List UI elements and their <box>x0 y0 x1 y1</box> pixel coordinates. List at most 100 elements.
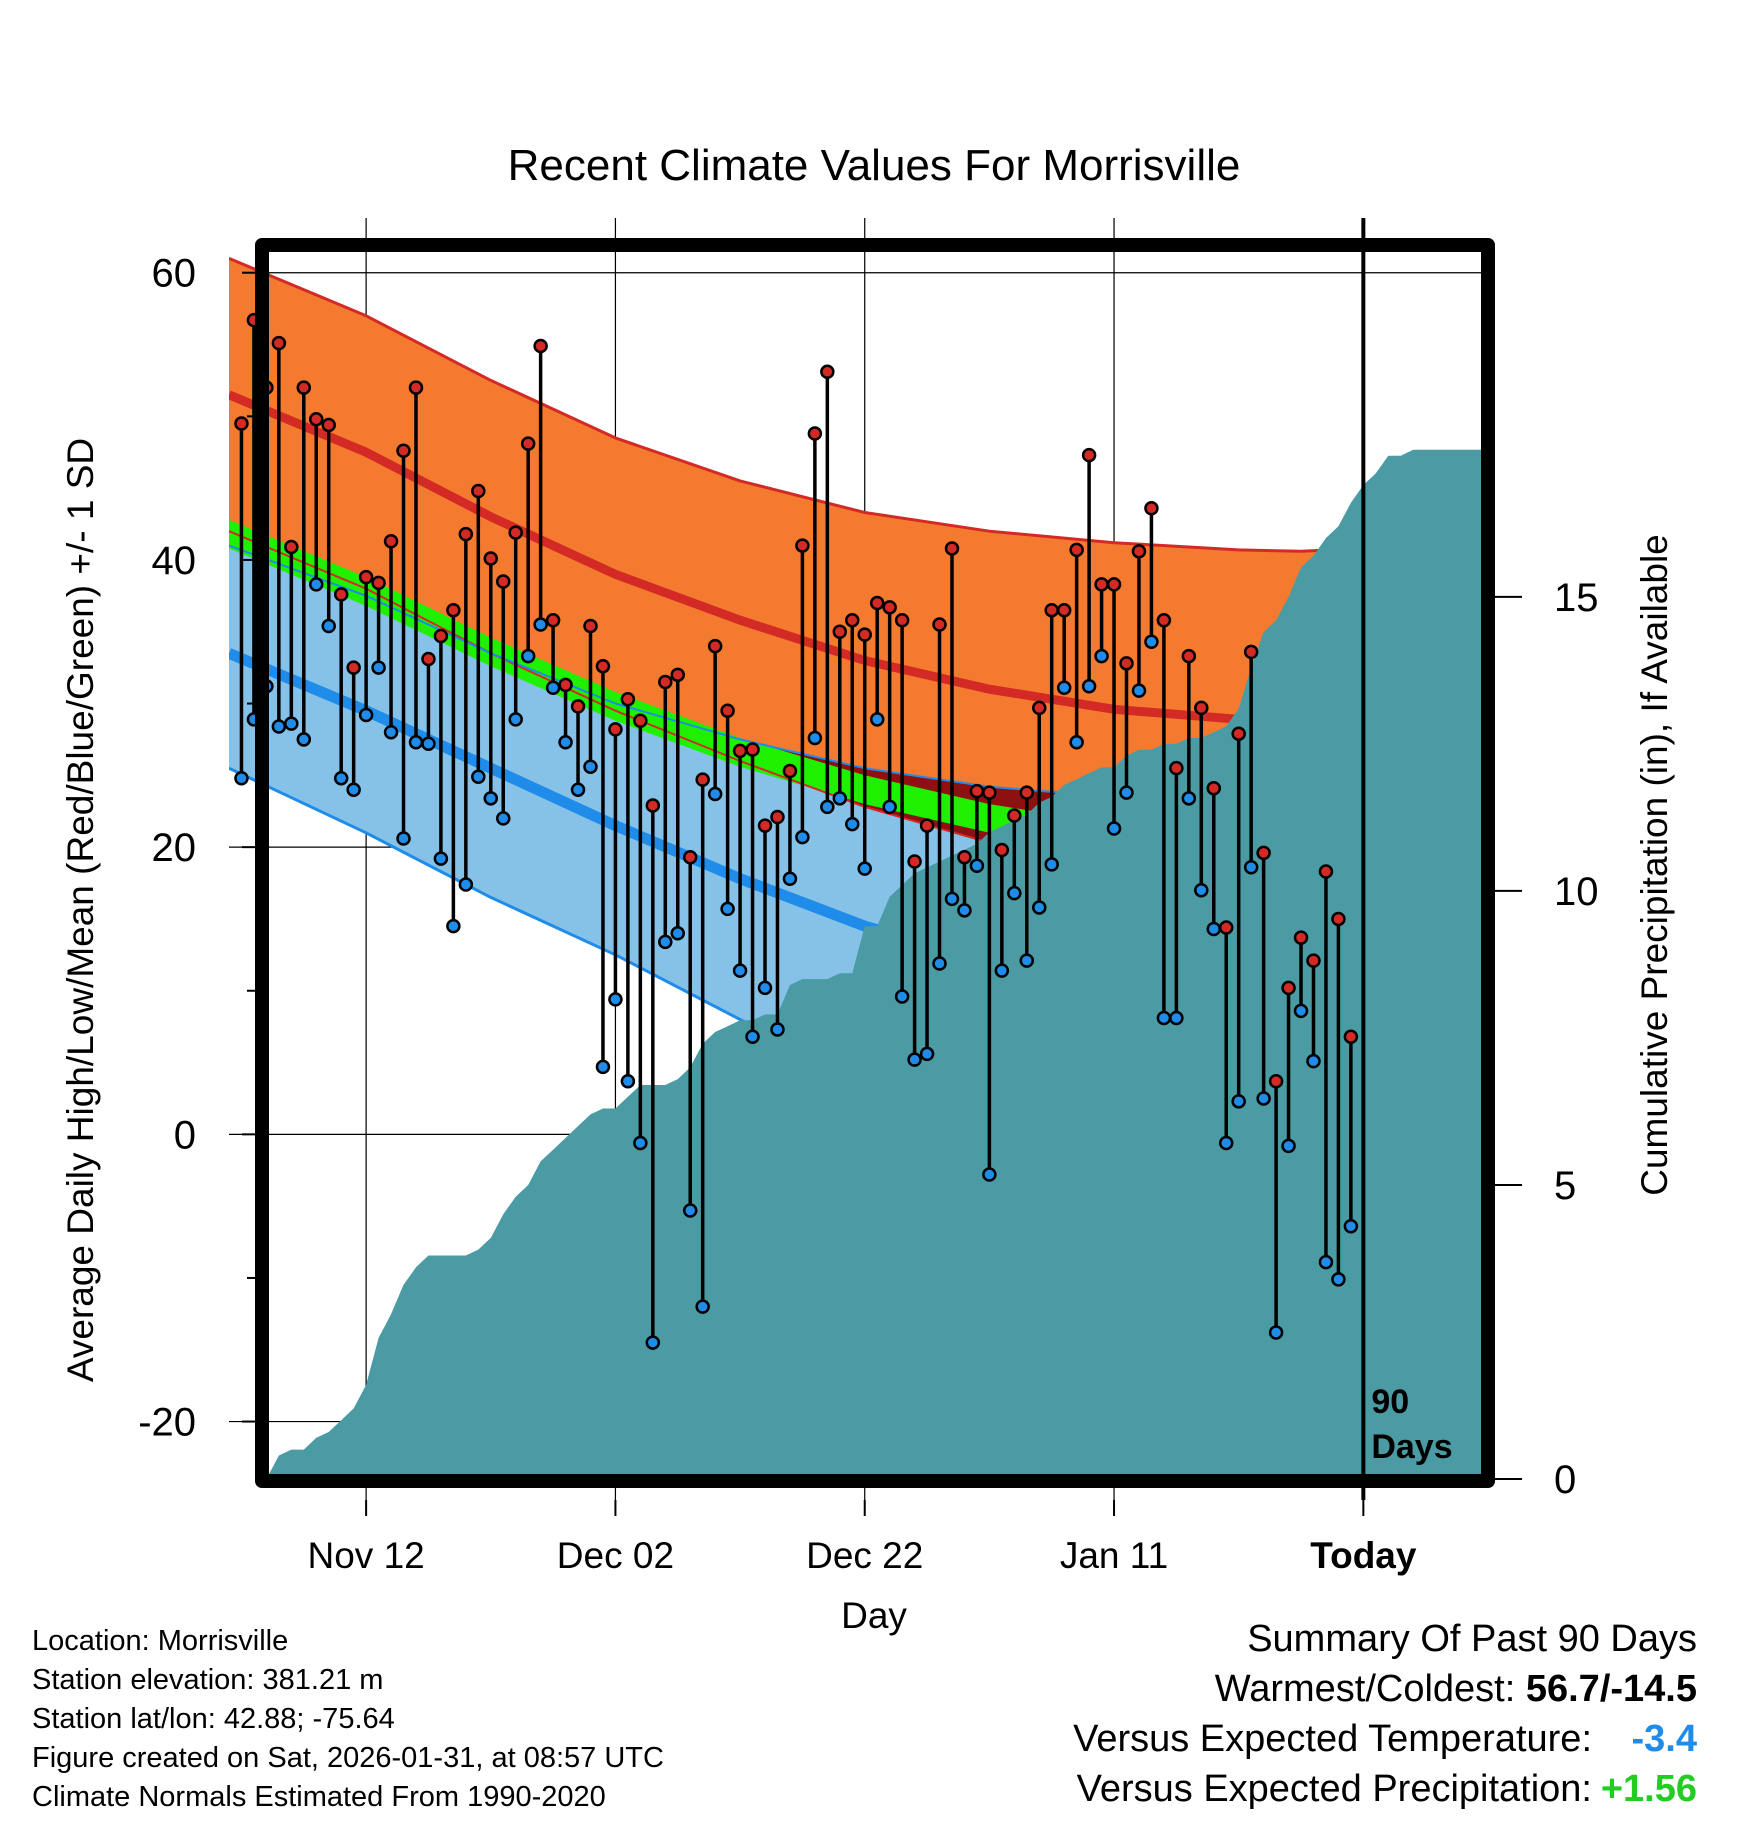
high-point <box>969 783 985 799</box>
x-tick-label: Jan 11 <box>1060 1535 1168 1576</box>
low-point <box>1306 1053 1321 1069</box>
high-point <box>695 772 710 787</box>
high-point <box>1119 656 1134 671</box>
high-point <box>1156 612 1172 628</box>
low-point <box>932 956 947 971</box>
low-point <box>1206 921 1222 937</box>
low-point <box>882 799 897 815</box>
low-point <box>1081 679 1097 694</box>
low-point <box>757 980 773 996</box>
low-point <box>732 963 748 978</box>
info-latlon: Station lat/lon: 42.88; -75.64 <box>32 1703 395 1735</box>
x-tick-label: Dec 02 <box>557 1535 674 1576</box>
low-point <box>782 871 798 886</box>
high-point <box>1218 920 1234 935</box>
low-point <box>284 716 299 731</box>
high-point <box>757 818 773 833</box>
low-point <box>1343 1219 1359 1234</box>
low-point <box>545 680 561 695</box>
high-point <box>707 638 723 654</box>
low-point <box>907 1052 922 1067</box>
high-point <box>957 849 972 865</box>
high-point <box>471 483 486 499</box>
summary-temp: Versus Expected Temperature: -3.4 <box>1073 1714 1697 1764</box>
low-point <box>396 831 411 846</box>
summary-panel: Summary Of Past 90 Days Warmest/Coldest:… <box>1073 1614 1697 1814</box>
high-point <box>1031 700 1047 716</box>
low-point <box>595 1059 611 1075</box>
low-point <box>321 618 336 634</box>
low-point <box>919 1046 935 1062</box>
high-point <box>682 849 698 865</box>
high-point <box>869 595 885 611</box>
low-point <box>558 735 573 750</box>
warm-cold-value: 56.7/-14.5 <box>1525 1668 1697 1710</box>
y-tick-label: 0 <box>174 1113 196 1157</box>
low-point <box>358 707 374 723</box>
high-point <box>1181 648 1197 664</box>
low-point <box>471 769 486 785</box>
high-point <box>770 809 785 825</box>
low-point <box>458 877 474 892</box>
station-info: Location: Morrisville Station elevation:… <box>32 1622 664 1817</box>
low-point <box>795 829 810 845</box>
low-point <box>1144 634 1159 650</box>
high-point <box>383 534 399 549</box>
low-point <box>533 617 548 632</box>
low-point <box>1131 683 1147 698</box>
low-point <box>1119 785 1134 800</box>
high-point <box>645 798 661 813</box>
high-point <box>1231 726 1246 741</box>
low-point <box>1218 1135 1234 1151</box>
high-point <box>845 612 860 628</box>
high-point <box>371 575 386 591</box>
high-point <box>1044 602 1059 618</box>
low-point <box>658 934 673 950</box>
x-tick-label: Today <box>1310 1535 1417 1576</box>
low-point <box>1293 1003 1309 1019</box>
high-point <box>1056 602 1072 618</box>
y2-tick-label: 5 <box>1554 1164 1576 1208</box>
high-point <box>919 818 935 833</box>
x-tick-label: Nov 12 <box>308 1535 425 1576</box>
low-point <box>495 811 511 826</box>
high-point <box>284 539 299 555</box>
high-point <box>1019 785 1035 800</box>
low-point <box>869 712 885 727</box>
high-point <box>1194 700 1209 716</box>
low-point <box>832 791 848 806</box>
low-point <box>346 782 361 797</box>
low-point <box>1243 859 1259 875</box>
high-point <box>1131 544 1147 559</box>
high-point <box>1144 500 1159 516</box>
high-point <box>1343 1029 1359 1044</box>
low-point <box>1231 1094 1246 1109</box>
y-tick-label: 20 <box>152 826 197 870</box>
high-point <box>309 411 324 427</box>
y-axis-label: Average Daily High/Low/Mean (Red/Blue/Gr… <box>60 438 101 1382</box>
today-days-number: 90 <box>1371 1383 1409 1421</box>
mean-normal-band <box>229 519 1488 866</box>
info-normals: Climate Normals Estimated From 1990-2020 <box>32 1781 606 1813</box>
high-point <box>1281 980 1296 996</box>
x-axis-label: Day <box>841 1595 907 1636</box>
high-point <box>782 763 798 779</box>
y-tick-label: 40 <box>152 539 197 583</box>
high-point <box>545 612 561 628</box>
low-point <box>1044 857 1059 872</box>
low-point <box>707 786 723 802</box>
high-point <box>820 364 835 380</box>
high-point <box>807 426 823 441</box>
high-point <box>1094 577 1109 592</box>
low-point <box>608 992 623 1007</box>
low-point <box>682 1203 698 1218</box>
low-point <box>271 719 287 734</box>
high-point <box>894 612 910 628</box>
high-point <box>358 569 374 585</box>
low-point <box>1268 1325 1284 1340</box>
low-point <box>446 918 461 934</box>
high-point <box>1206 781 1222 796</box>
low-point <box>944 891 960 907</box>
warm-cold-label: Warmest/Coldest: <box>1214 1668 1526 1710</box>
summary-precip: Versus Expected Precipitation: +1.56 <box>1073 1764 1697 1814</box>
